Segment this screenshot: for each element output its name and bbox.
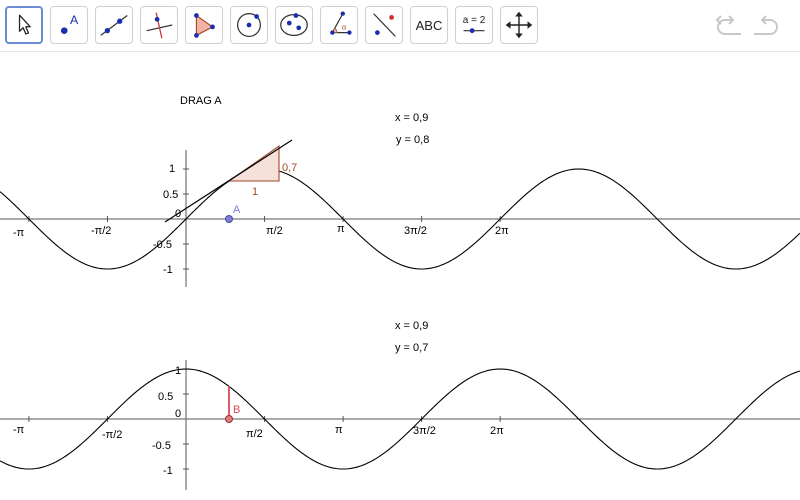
svg-text:α: α: [342, 23, 347, 32]
top-y-readout: y = 0,8: [396, 134, 429, 146]
point-a[interactable]: [225, 215, 233, 223]
angle-icon: α: [330, 11, 352, 35]
slider-tool-label: a = 2: [462, 15, 486, 26]
point-b[interactable]: [225, 415, 233, 423]
instruction-text: DRAG A: [180, 95, 222, 107]
top-x-tick-label: -π/2: [91, 225, 111, 237]
toolbar: A α: [0, 0, 800, 52]
polygon-tool-button[interactable]: [185, 6, 223, 44]
bottom-y-tick-label: 0: [175, 408, 181, 420]
bottom-x-tick-label: 2π: [490, 425, 504, 437]
point-b-label: B: [233, 404, 240, 416]
reflect-about-line-icon: [373, 13, 396, 37]
top-x-tick-label: -π: [13, 227, 25, 239]
cosine-curve: [0, 368, 800, 470]
bottom-x-tick-label: -π/2: [102, 429, 122, 441]
top-x-tick-label: 3π/2: [404, 225, 427, 237]
reflect-tool-button[interactable]: [365, 6, 403, 44]
slope-run-label: 1: [252, 186, 258, 198]
top-x-tick-label: 2π: [495, 225, 509, 237]
slope-rise-label: 0,7: [282, 162, 297, 174]
bottom-x-readout: x = 0,9: [395, 320, 428, 332]
undo-button[interactable]: [713, 12, 745, 40]
cursor-arrow-icon: [18, 14, 31, 35]
top-y-tick-label: 1: [169, 163, 175, 175]
bottom-x-tick-label: 3π/2: [413, 425, 436, 437]
top-y-tick-label: 0.5: [163, 189, 178, 201]
bottom-graph: x = 0,9 y = 0,7 -π -π/2 π/2 π 3π/2 2π 1 …: [0, 320, 800, 490]
redo-button[interactable]: [750, 12, 782, 40]
bottom-x-tick-label: π: [335, 424, 343, 436]
bottom-x-tick-label: π/2: [246, 428, 263, 440]
ellipse-tool-button[interactable]: [275, 6, 313, 44]
polygon-icon: [194, 13, 215, 38]
circle-tool-button[interactable]: [230, 6, 268, 44]
move-graphics-view-tool-button[interactable]: [500, 6, 538, 44]
undo-icon: [715, 15, 741, 35]
bottom-y-tick-label: -1: [163, 465, 173, 477]
move-cross-arrows-icon: [505, 11, 533, 39]
top-x-readout: x = 0,9: [395, 112, 428, 124]
perpendicular-line-icon: [146, 12, 173, 39]
top-x-tick-label: π/2: [266, 225, 283, 237]
top-graph: x = 0,9 y = 0,8 -π -π/2 π/2 π 3π/2 2π 1 …: [0, 112, 800, 287]
bottom-x-tick-label: -π: [13, 424, 25, 436]
slider-tool-button[interactable]: a = 2: [455, 6, 493, 44]
perpendicular-line-tool-button[interactable]: [140, 6, 178, 44]
move-tool-button[interactable]: [5, 6, 43, 44]
ellipse-icon: [280, 13, 308, 37]
point-a-label: A: [233, 204, 241, 216]
angle-tool-button[interactable]: α: [320, 6, 358, 44]
bottom-y-readout: y = 0,7: [395, 342, 428, 354]
slider-icon: [463, 28, 485, 34]
bottom-y-tick-label: 0.5: [158, 391, 173, 403]
bottom-y-tick-label: 1: [175, 365, 181, 377]
tangent-line[interactable]: [164, 139, 293, 223]
top-y-tick-label: -1: [163, 264, 173, 276]
point-icon: A: [60, 13, 79, 34]
line-through-points-icon: [100, 15, 128, 36]
line-tool-button[interactable]: [95, 6, 133, 44]
top-x-tick-label: π: [337, 223, 345, 235]
sine-curve: [0, 168, 800, 270]
top-y-tick-label: -0.5: [153, 239, 172, 251]
redo-icon: [754, 15, 778, 35]
point-tool-letter: A: [70, 13, 79, 27]
bottom-y-tick-label: -0.5: [152, 440, 171, 452]
circle-center-icon: [237, 13, 261, 37]
point-tool-button[interactable]: A: [50, 6, 88, 44]
text-tool-label: ABC: [415, 17, 443, 33]
text-tool-button[interactable]: ABC: [410, 6, 448, 44]
